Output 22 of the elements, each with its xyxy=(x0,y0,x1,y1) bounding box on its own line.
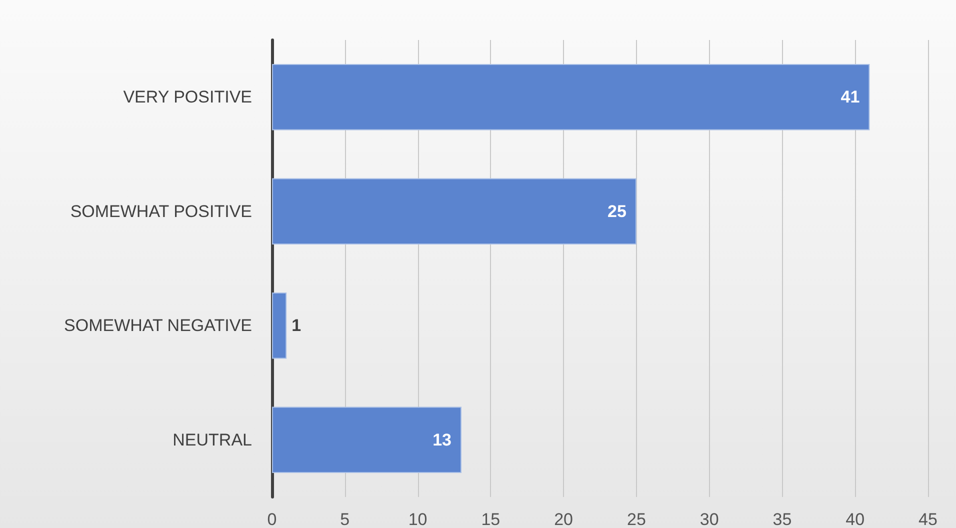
x-tick-label: 45 xyxy=(918,510,938,528)
x-tick-label: 5 xyxy=(340,510,350,528)
x-tick-label: 20 xyxy=(554,510,574,528)
bar xyxy=(272,406,462,474)
data-label: 1 xyxy=(292,316,302,336)
x-tick-label: 30 xyxy=(700,510,719,528)
x-tick-label: 10 xyxy=(408,510,428,528)
x-tick-label: 25 xyxy=(626,510,646,528)
x-tick-label: 40 xyxy=(846,510,865,528)
x-tick-label: 15 xyxy=(481,510,500,528)
y-tick-label: VERY POSITIVE xyxy=(123,88,252,107)
data-label: 13 xyxy=(432,430,452,450)
data-label: 25 xyxy=(608,202,626,221)
y-tick-label: SOMEWHAT NEGATIVE xyxy=(64,316,252,336)
data-label: 41 xyxy=(840,88,860,107)
y-tick-label: SOMEWHAT POSITIVE xyxy=(70,202,252,221)
bar xyxy=(272,292,287,359)
bar xyxy=(272,178,636,245)
y-tick-label: NEUTRAL xyxy=(172,430,252,450)
x-tick-label: 0 xyxy=(267,510,277,528)
bar xyxy=(272,64,870,130)
x-tick-label: 35 xyxy=(772,510,792,528)
